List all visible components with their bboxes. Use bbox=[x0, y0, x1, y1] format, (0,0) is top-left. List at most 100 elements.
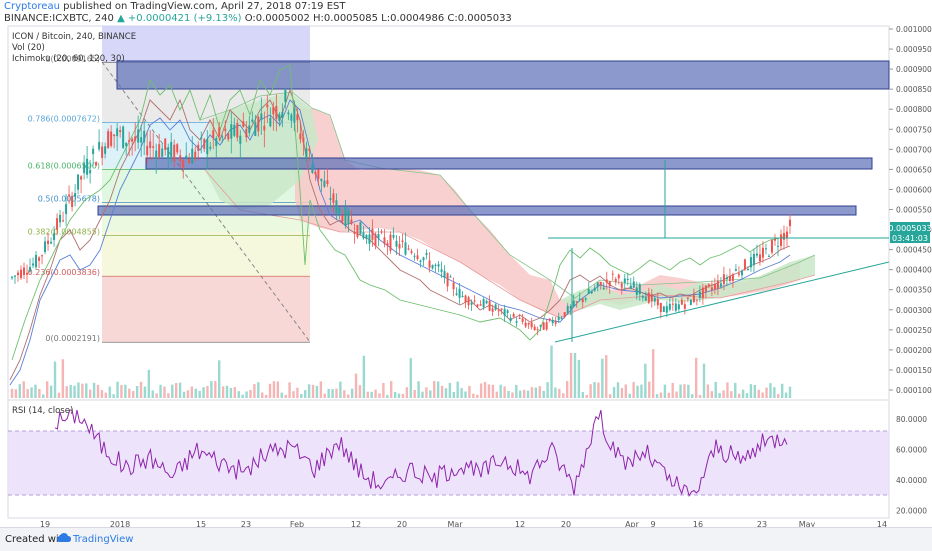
volume-bar bbox=[667, 392, 671, 398]
volume-bar bbox=[640, 384, 643, 398]
candle-body bbox=[632, 281, 635, 288]
time-tick-label: 23 bbox=[241, 520, 251, 527]
author-link[interactable]: Cryptoreau bbox=[4, 1, 60, 12]
support-trendline[interactable] bbox=[554, 261, 890, 343]
rsi-axis[interactable]: 80.0000 60.0000 40.0000 20.0000 bbox=[896, 415, 927, 515]
candle-body bbox=[548, 318, 551, 321]
candle-body bbox=[641, 295, 644, 298]
candle-body bbox=[65, 204, 68, 215]
candle-body bbox=[611, 273, 614, 275]
volume-bar bbox=[151, 390, 154, 398]
volume-bar bbox=[569, 353, 573, 398]
resistance-zones[interactable] bbox=[97, 60, 890, 216]
volume-bar bbox=[444, 388, 448, 398]
volume-bar bbox=[18, 384, 22, 398]
kijun-line bbox=[9, 99, 791, 386]
volume-bar bbox=[339, 381, 342, 398]
volume-bar bbox=[425, 387, 428, 398]
candle-body bbox=[587, 289, 590, 294]
candle-body bbox=[554, 321, 557, 324]
volume-bar bbox=[221, 386, 225, 398]
last-price-label bbox=[890, 222, 930, 233]
resistance-box-1[interactable] bbox=[116, 60, 890, 90]
volume-bar bbox=[30, 387, 33, 398]
candle-body bbox=[650, 294, 653, 302]
candle-body bbox=[638, 284, 641, 294]
vol-legend: Vol (20) bbox=[12, 43, 45, 53]
volume-bar bbox=[331, 389, 334, 398]
candle-body bbox=[599, 282, 602, 286]
senkou-b bbox=[204, 169, 816, 319]
volume-bar bbox=[370, 391, 373, 398]
candle-body bbox=[740, 270, 743, 276]
volume-bar bbox=[730, 391, 733, 398]
candle-body bbox=[512, 313, 515, 317]
candle-body bbox=[482, 299, 485, 308]
volume-bar bbox=[14, 389, 18, 398]
volume-bar bbox=[550, 345, 553, 398]
candle-body bbox=[47, 240, 50, 245]
volume-bar bbox=[131, 390, 135, 398]
candle-body bbox=[239, 135, 242, 144]
candle-body bbox=[227, 133, 230, 140]
candle-body bbox=[746, 269, 749, 271]
candle-body bbox=[179, 155, 182, 162]
candle-body bbox=[584, 298, 587, 300]
candle-body bbox=[35, 254, 38, 268]
volume-bar bbox=[96, 384, 100, 398]
candle-body bbox=[623, 278, 626, 284]
candle-body bbox=[776, 245, 779, 247]
volume-bar bbox=[605, 355, 608, 398]
candle-body bbox=[14, 275, 17, 277]
volume-bar bbox=[393, 391, 397, 398]
candle-body bbox=[452, 282, 455, 290]
tradingview-brand[interactable]: TradingView bbox=[73, 534, 134, 545]
time-axis[interactable]: 19 2018 15 23 Feb 12 20 Mar 12 20 Apr 9 16 23 May 14 bbox=[40, 520, 887, 527]
candle-body bbox=[170, 141, 173, 157]
candle-body bbox=[608, 281, 611, 287]
volume-bar bbox=[307, 384, 311, 398]
candle-body bbox=[683, 304, 686, 309]
volume-bar bbox=[741, 389, 745, 398]
volume-bar bbox=[253, 384, 256, 398]
candle-body bbox=[659, 302, 662, 313]
candle-body bbox=[206, 139, 209, 155]
volume-bar bbox=[65, 386, 68, 398]
resistance-box-3[interactable] bbox=[97, 205, 857, 216]
candle-body bbox=[521, 318, 524, 322]
volume-bar bbox=[34, 384, 37, 398]
created-with-text: Created with bbox=[5, 534, 69, 545]
countdown-text: 03:41:03 bbox=[892, 234, 928, 243]
candle-body bbox=[314, 171, 317, 175]
candle-body bbox=[686, 297, 689, 299]
volume-bar bbox=[335, 388, 338, 398]
candle-body bbox=[479, 304, 482, 306]
volume-bar bbox=[714, 381, 717, 398]
volume-bar bbox=[378, 393, 381, 398]
candle-body bbox=[428, 260, 431, 268]
candle-body bbox=[269, 117, 272, 127]
volume-bar bbox=[546, 382, 549, 398]
candle-body bbox=[731, 274, 734, 281]
candle-body bbox=[722, 274, 725, 284]
candle-body bbox=[572, 300, 575, 307]
volume-bar bbox=[651, 349, 655, 398]
resistance-box-2[interactable] bbox=[145, 157, 873, 170]
volume-bar bbox=[405, 387, 409, 398]
candle-body bbox=[389, 234, 392, 251]
volume-bar bbox=[61, 359, 65, 398]
volume-bar bbox=[620, 388, 624, 398]
candle-body bbox=[335, 200, 338, 213]
volume-bar bbox=[159, 384, 162, 398]
candle-body bbox=[272, 106, 275, 115]
volume-bar bbox=[417, 381, 420, 398]
candle-body bbox=[131, 138, 134, 142]
volume-bar bbox=[679, 384, 682, 398]
price-chart[interactable]: 1(0.0009165) 0.786(0.0007672) 0.618(0.0006… bbox=[0, 0, 932, 527]
candle-body bbox=[458, 288, 461, 298]
